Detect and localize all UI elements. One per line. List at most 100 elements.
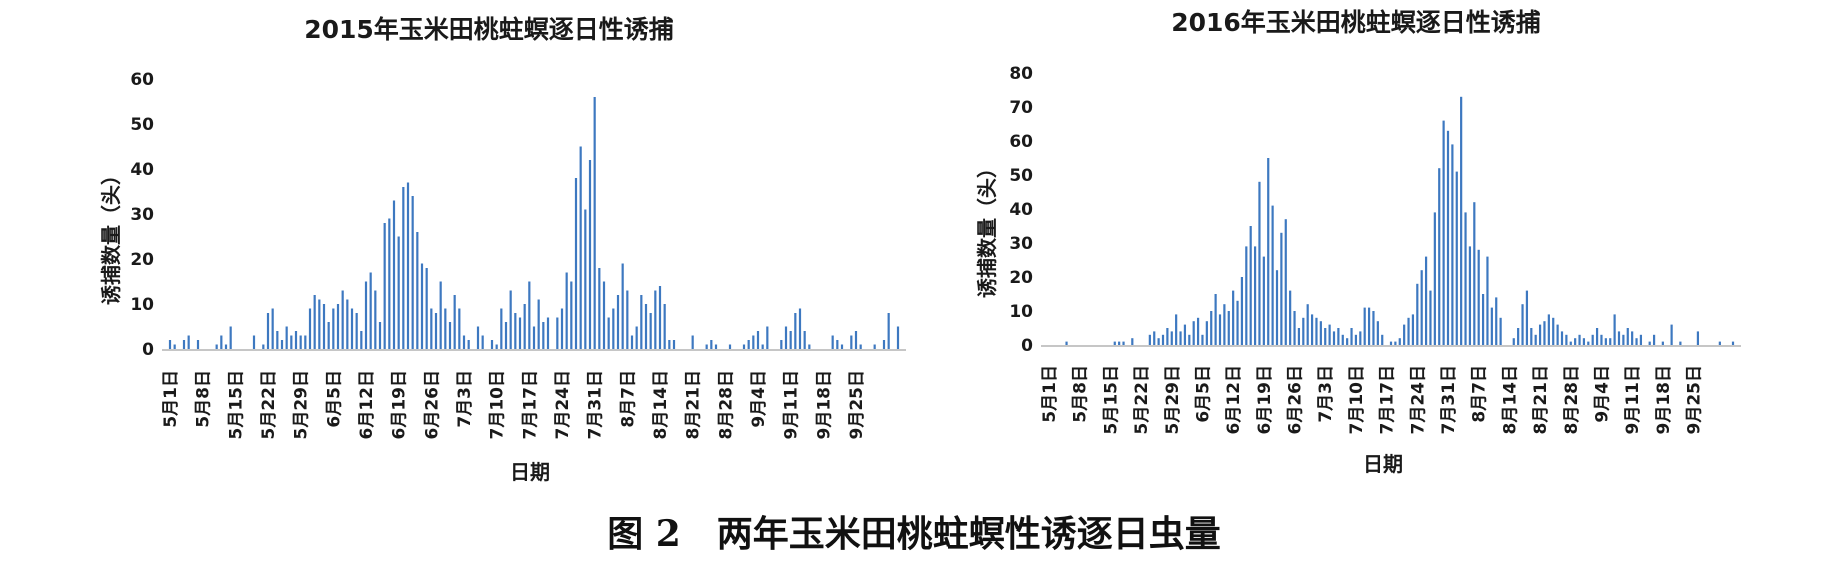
chart-2015-y-ticks: 0 10 20 30 40 50 60	[130, 70, 154, 360]
chart-2016-title: 2016年玉米田桃蛀螟逐日性诱捕	[1171, 8, 1541, 37]
bar	[1153, 331, 1156, 345]
bar	[537, 299, 540, 349]
bar	[705, 344, 708, 349]
bar	[616, 295, 620, 349]
bar	[1473, 202, 1476, 345]
bar	[1652, 334, 1656, 345]
bar	[1354, 334, 1358, 345]
bar	[1214, 294, 1217, 345]
y-tick-label: 50	[1009, 166, 1033, 186]
bar	[1420, 270, 1423, 345]
bar	[388, 218, 391, 349]
x-tick-label: 9月11日	[1623, 365, 1643, 435]
bar	[588, 160, 592, 349]
bar	[1271, 205, 1274, 345]
bar	[1262, 256, 1265, 345]
bar	[1196, 317, 1200, 345]
y-tick-label: 10	[1009, 302, 1033, 322]
bar	[593, 97, 596, 349]
bar	[574, 178, 578, 349]
bar	[1446, 130, 1450, 345]
bar	[187, 335, 190, 349]
bar	[654, 290, 657, 349]
bar	[1267, 158, 1270, 345]
bar	[1416, 283, 1419, 345]
bar	[1315, 317, 1318, 345]
y-tick-label: 30	[130, 205, 154, 225]
bar	[1341, 334, 1344, 345]
bar	[1372, 311, 1375, 345]
bar	[598, 268, 601, 349]
bar	[1587, 341, 1590, 345]
bar	[1525, 290, 1529, 345]
x-tick-label: 8月14日	[651, 370, 671, 440]
bar	[840, 344, 844, 349]
bar	[1166, 328, 1169, 345]
x-tick-label: 7月24日	[553, 370, 573, 440]
bar	[350, 308, 354, 349]
bar	[808, 344, 811, 349]
bar	[1521, 304, 1524, 345]
bar	[630, 335, 634, 349]
bar	[416, 232, 419, 349]
bar	[290, 335, 293, 349]
bar	[607, 317, 610, 349]
bar	[402, 187, 405, 349]
bar	[1538, 324, 1542, 345]
chart-2016-x-axis-label: 日期	[1363, 452, 1403, 476]
bar	[1517, 328, 1520, 345]
bar	[364, 281, 368, 349]
bar	[467, 340, 470, 349]
bar	[742, 344, 746, 349]
bar	[369, 272, 372, 349]
bar	[271, 308, 274, 349]
bar	[1179, 331, 1182, 345]
bar	[728, 344, 732, 349]
bar	[1591, 334, 1594, 345]
bar	[794, 313, 797, 349]
x-tick-label: 7月10日	[1347, 365, 1367, 435]
chart-2015-title: 2015年玉米田桃蛀螟逐日性诱捕	[304, 15, 674, 44]
bar	[430, 308, 433, 349]
bar	[1192, 321, 1195, 345]
bar	[761, 344, 764, 349]
x-tick-label: 8月28日	[716, 370, 736, 440]
bar	[831, 335, 834, 349]
chart-2015-x-axis-label: 日期	[510, 460, 550, 484]
bar	[752, 335, 755, 349]
chart-2016-x-ticks: 5月1日 5月8日 5月15日 5月22日 5月29日 6月5日 6月12日 6月19日 6月2…	[1040, 365, 1705, 435]
bar	[1183, 324, 1187, 345]
bar	[1359, 331, 1362, 345]
bar	[859, 344, 862, 349]
bar	[490, 340, 494, 349]
x-tick-label: 5月22日	[259, 370, 279, 440]
bar	[1302, 317, 1305, 345]
bar	[374, 290, 377, 349]
bar	[411, 196, 414, 349]
bar	[1122, 341, 1125, 345]
bar	[1205, 321, 1208, 345]
bar	[1319, 321, 1322, 345]
bar	[836, 340, 839, 349]
bar	[182, 340, 186, 349]
bar	[532, 326, 536, 349]
bar	[458, 308, 461, 349]
bar	[1210, 311, 1213, 345]
bar	[803, 331, 806, 349]
bar	[1310, 314, 1314, 345]
bar	[640, 295, 643, 349]
bar	[542, 322, 545, 349]
bar	[784, 326, 788, 349]
x-tick-label: 9月25日	[1685, 365, 1705, 435]
bar	[780, 340, 783, 349]
x-tick-label: 9月11日	[782, 370, 802, 440]
x-tick-label: 5月29日	[1163, 365, 1183, 435]
bar	[896, 326, 900, 349]
bar	[1464, 212, 1467, 345]
chart-2015-y-axis-label: 诱捕数量（头）	[99, 165, 123, 305]
bar	[546, 317, 550, 349]
bar	[1617, 331, 1621, 345]
bar	[854, 331, 858, 349]
bar	[215, 344, 218, 349]
bar	[1306, 304, 1309, 345]
